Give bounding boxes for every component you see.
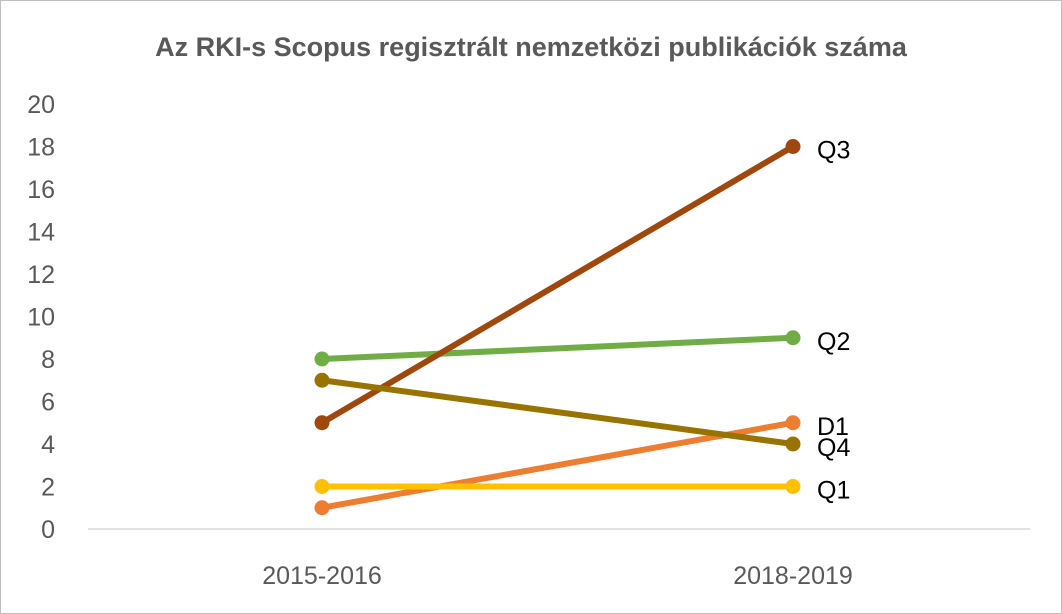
y-tick-label: 18 bbox=[27, 134, 55, 162]
y-tick-label: 2 bbox=[41, 474, 55, 502]
data-point bbox=[785, 415, 801, 431]
series-q4: Q4 bbox=[314, 372, 850, 462]
y-tick-label: 0 bbox=[41, 516, 55, 544]
y-tick-label: 12 bbox=[27, 261, 55, 289]
series-end-label: Q3 bbox=[817, 137, 850, 165]
series-line bbox=[319, 419, 796, 511]
y-tick-label: 16 bbox=[27, 176, 55, 204]
series-end-label: Q2 bbox=[817, 328, 850, 356]
y-axis-ticks: 0 2 4 6 8 10 12 14 16 18 20 bbox=[27, 91, 55, 544]
y-tick-label: 10 bbox=[27, 304, 55, 332]
series-group: D1 Q1 Q2 Q3 Q4 bbox=[314, 137, 850, 516]
series-q2: Q2 bbox=[314, 328, 850, 367]
chart-title: Az RKI-s Scopus regisztrált nemzetközi p… bbox=[155, 32, 908, 62]
series-q3: Q3 bbox=[314, 137, 850, 431]
y-tick-label: 4 bbox=[41, 431, 55, 459]
x-tick-label: 2018-2019 bbox=[733, 562, 853, 590]
data-point bbox=[314, 351, 330, 367]
x-axis-ticks: 2015-2016 2018-2019 bbox=[262, 562, 853, 590]
series-line bbox=[319, 143, 796, 426]
series-d1: D1 bbox=[314, 413, 849, 516]
y-tick-label: 20 bbox=[27, 91, 55, 119]
data-point bbox=[785, 436, 801, 452]
data-point bbox=[785, 139, 801, 154]
series-end-label: Q4 bbox=[817, 434, 850, 462]
data-point bbox=[785, 479, 801, 494]
x-tick-label: 2015-2016 bbox=[262, 562, 382, 590]
y-tick-label: 8 bbox=[41, 346, 55, 374]
data-point bbox=[314, 500, 330, 516]
data-point bbox=[314, 479, 330, 494]
series-end-label: D1 bbox=[817, 413, 849, 441]
data-point bbox=[785, 330, 801, 346]
series-q1: Q1 bbox=[314, 477, 850, 505]
series-end-label: Q1 bbox=[817, 477, 850, 505]
data-point bbox=[314, 372, 330, 388]
y-tick-label: 6 bbox=[41, 389, 55, 417]
data-point bbox=[314, 415, 330, 431]
series-line bbox=[319, 334, 796, 362]
series-line bbox=[319, 377, 796, 447]
y-tick-label: 14 bbox=[27, 219, 55, 247]
